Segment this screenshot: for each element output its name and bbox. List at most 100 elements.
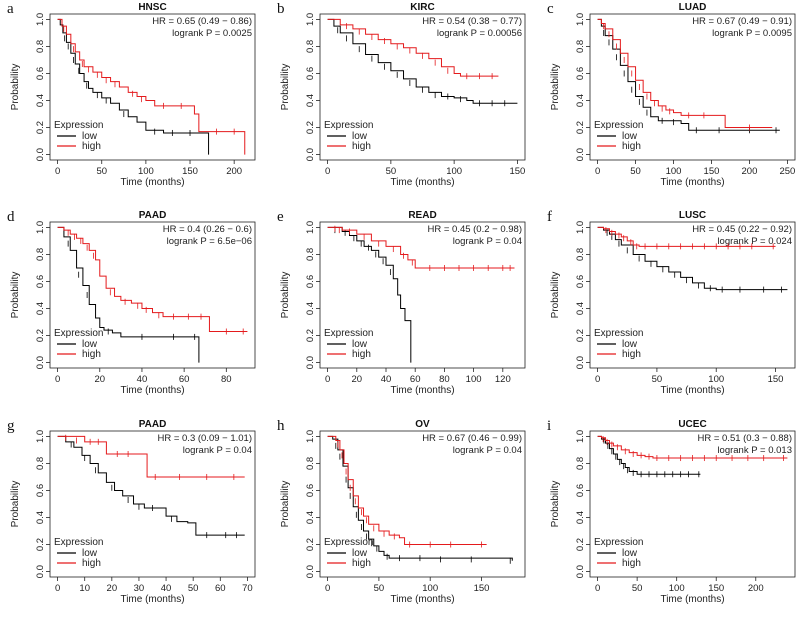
km-curve-low (57, 435, 245, 536)
legend-label-high: high (82, 141, 101, 152)
km-curve-low (327, 226, 412, 363)
km-panel-c: c LUAD 0 50 100 150 200 250 0.0 0.2 0.4 0.6 0.8 1.0 Ti… (547, 1, 796, 188)
y-tick-label: 1.0 (575, 430, 586, 443)
y-tick-label: 0.6 (35, 275, 46, 288)
plot-frame (319, 221, 526, 369)
legend-label-low: low (622, 548, 638, 559)
y-tick-label: 0.6 (35, 67, 46, 80)
x-tick-label: 100 (446, 166, 462, 177)
y-tick-label: 0.2 (35, 329, 46, 342)
x-axis-label: Time (months) (120, 385, 184, 396)
x-tick-label: 10 (79, 583, 90, 594)
y-tick-label: 0.2 (575, 329, 586, 342)
legend-title: Expression (594, 537, 643, 548)
y-tick-label: 0.4 (575, 94, 586, 107)
y-tick-label: 0.2 (305, 329, 316, 342)
plot-frame (319, 13, 526, 161)
y-axis-label: Probability (280, 64, 291, 111)
km-curve-high (597, 18, 773, 129)
x-tick-label: 250 (779, 166, 795, 177)
legend-label-high: high (352, 558, 371, 569)
x-tick-label: 20 (352, 374, 363, 385)
legend-label-low: low (352, 131, 368, 142)
x-tick-label: 150 (704, 166, 720, 177)
panel-title: KIRC (410, 2, 434, 13)
plot-frame (49, 13, 256, 161)
y-tick-label: 1.0 (575, 221, 586, 234)
y-tick-label: 0.0 (35, 148, 46, 161)
y-tick-label: 0.0 (35, 565, 46, 578)
y-tick-label: 0.4 (305, 94, 316, 107)
y-tick-label: 0.2 (575, 538, 586, 551)
y-tick-label: 0.8 (305, 457, 316, 470)
km-panel-h: h OV 0 50 100 150 0.0 0.2 0.4 0.6 0.8 1.0 Time (mont… (277, 418, 526, 605)
hazard-ratio-text: HR = 0.45 (0.22 − 0.92) (692, 224, 792, 235)
logrank-p-text: logrank P = 0.024 (717, 236, 792, 247)
plot-frame (319, 430, 526, 578)
y-tick-label: 1.0 (35, 221, 46, 234)
y-tick-label: 1.0 (35, 13, 46, 26)
y-tick-label: 0.6 (305, 67, 316, 80)
x-tick-label: 20 (94, 374, 105, 385)
plot-frame (589, 430, 796, 578)
panel-letter: g (7, 418, 15, 434)
x-tick-label: 70 (242, 583, 253, 594)
y-axis-label: Probability (550, 64, 561, 111)
legend-label-low: low (352, 339, 368, 350)
y-tick-label: 0.8 (35, 40, 46, 53)
y-tick-label: 0.6 (575, 67, 586, 80)
y-tick-label: 0.4 (35, 94, 46, 107)
panel-letter: e (277, 209, 284, 225)
y-axis-label: Probability (550, 272, 561, 319)
y-tick-label: 0.2 (35, 538, 46, 551)
y-tick-label: 0.8 (305, 248, 316, 261)
legend-label-high: high (622, 349, 641, 360)
x-tick-label: 0 (595, 166, 600, 177)
x-axis-label: Time (months) (660, 177, 724, 188)
hazard-ratio-text: HR = 0.67 (0.46 − 0.99) (422, 433, 522, 444)
legend-title: Expression (324, 328, 373, 339)
hazard-ratio-text: HR = 0.45 (0.2 − 0.98) (427, 224, 522, 235)
km-curve-low (597, 18, 780, 131)
x-tick-label: 200 (748, 583, 764, 594)
y-tick-label: 0.0 (305, 356, 316, 369)
x-tick-label: 150 (182, 166, 198, 177)
x-tick-label: 80 (439, 374, 450, 385)
logrank-p-text: logrank P = 0.0025 (172, 28, 252, 39)
km-panel-d: d PAAD 0 20 40 60 80 0.0 0.2 0.4 0.6 0.8 1.0 Time (mo… (7, 209, 256, 396)
y-tick-label: 1.0 (35, 430, 46, 443)
km-curve-low (57, 226, 200, 363)
legend-label-high: high (622, 558, 641, 569)
panel-title: PAAD (139, 419, 167, 430)
y-tick-label: 0.6 (305, 275, 316, 288)
km-curve-high (327, 18, 499, 77)
y-tick-label: 0.6 (305, 484, 316, 497)
y-tick-label: 1.0 (305, 221, 316, 234)
km-curve-high (597, 435, 788, 459)
km-panel-i: i UCEC 0 50 100 150 200 0.0 0.2 0.4 0.6 0.8 1.0 Time … (547, 418, 796, 605)
km-panel-b: b KIRC 0 50 100 150 0.0 0.2 0.4 0.6 0.8 1.0 Time (mo… (277, 1, 526, 188)
legend-title: Expression (54, 120, 103, 131)
panel-title: PAAD (139, 210, 167, 221)
legend-title: Expression (594, 328, 643, 339)
y-tick-label: 0.0 (305, 148, 316, 161)
x-tick-label: 100 (708, 374, 724, 385)
legend-label-high: high (352, 349, 371, 360)
y-tick-label: 0.4 (575, 511, 586, 524)
hazard-ratio-text: HR = 0.51 (0.3 − 0.88) (697, 433, 792, 444)
panel-title: READ (408, 210, 436, 221)
logrank-p-text: logrank P = 6.5e−06 (167, 236, 252, 247)
x-axis-label: Time (months) (390, 177, 454, 188)
x-tick-label: 60 (215, 583, 226, 594)
km-curve-high (597, 226, 776, 247)
km-curve-high (57, 226, 248, 332)
y-tick-label: 0.6 (575, 484, 586, 497)
x-tick-label: 40 (381, 374, 392, 385)
x-tick-label: 150 (474, 583, 490, 594)
y-axis-label: Probability (550, 481, 561, 528)
km-panel-a: a HNSC 0 50 100 150 200 0.0 0.2 0.4 0.6 0.8 1.0 Time … (7, 1, 256, 188)
x-axis-label: Time (months) (660, 594, 724, 605)
y-tick-label: 0.6 (35, 484, 46, 497)
x-tick-label: 30 (134, 583, 145, 594)
y-tick-label: 0.4 (305, 511, 316, 524)
